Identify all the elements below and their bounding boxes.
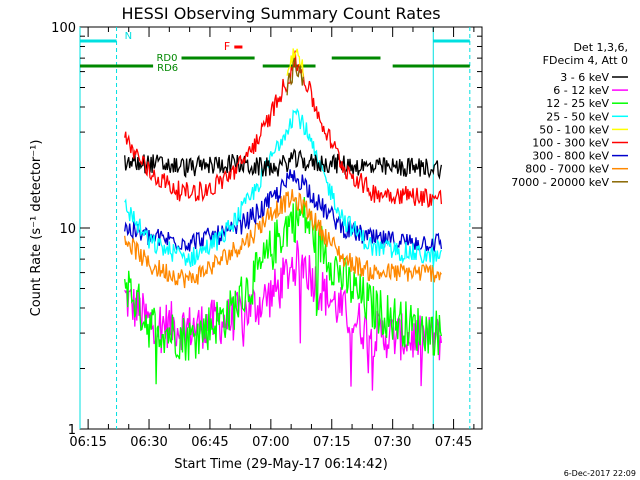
legend-entry-label: 100 - 300 keV [532, 137, 609, 150]
x-tick-label: 06:15 [69, 435, 106, 450]
legend-header-decimation: FDecim 4, Att 0 [543, 54, 628, 67]
x-tick-label: 07:15 [313, 435, 350, 450]
chart-title: HESSI Observing Summary Count Rates [121, 4, 440, 23]
x-axis: 06:15 06:30 06:45 07:00 07:15 07:30 07:45 [69, 27, 475, 450]
y-tick-label: 1 [68, 423, 76, 438]
y-tick-label: 10 [59, 222, 76, 237]
series-line [124, 196, 443, 385]
series-line [124, 107, 443, 268]
x-tick-label: 07:45 [435, 435, 472, 450]
series-line [124, 148, 443, 180]
series-line [286, 57, 304, 96]
legend-entry-label: 50 - 100 keV [539, 123, 609, 136]
y-axis: 1 10 100 [51, 21, 482, 438]
y-axis-label: Count Rate (s⁻¹ detector⁻¹) [29, 140, 44, 317]
legend-entry-label: 3 - 6 keV [560, 71, 609, 84]
legend-entry-label: 6 - 12 keV [553, 84, 609, 97]
x-tick-label: 06:45 [191, 435, 228, 450]
x-tick-label: 07:30 [374, 435, 411, 450]
flag-label-n: N [125, 31, 132, 42]
legend-entry-label: 7000 - 20000 keV [511, 176, 609, 189]
footer-date: 6-Dec-2017 22:09 [564, 469, 636, 478]
legend-entry-label: 800 - 7000 keV [525, 163, 609, 176]
x-axis-label: Start Time (29-May-17 06:14:42) [174, 457, 388, 472]
x-tick-label: 07:00 [252, 435, 289, 450]
legend-entry-label: 25 - 50 keV [546, 110, 609, 123]
legend-entry-label: 12 - 25 keV [546, 97, 609, 110]
series-line [124, 189, 442, 289]
series-line [124, 240, 443, 391]
series-layer [124, 48, 443, 391]
flag-label-rd0: RD0 [156, 53, 177, 64]
flag-label-rd6: RD6 [157, 63, 178, 74]
series-line [124, 50, 443, 209]
legend-header-detectors: Det 1,3,6, [573, 41, 628, 54]
flag-label-f: F [224, 40, 230, 53]
x-tick-label: 06:30 [130, 435, 167, 450]
legend-entry-label: 300 - 800 keV [532, 150, 609, 163]
y-tick-label: 100 [51, 21, 76, 36]
